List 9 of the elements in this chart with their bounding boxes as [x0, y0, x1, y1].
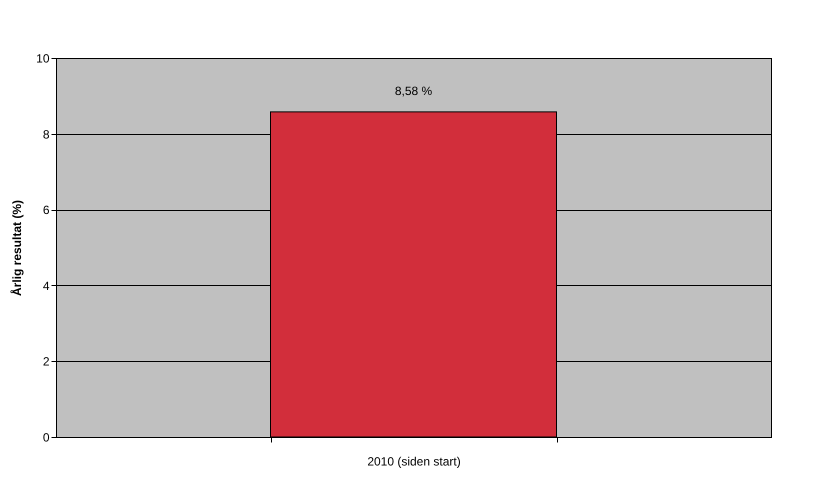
y-tick-label: 6 [42, 203, 50, 218]
y-tick-label: 0 [42, 430, 50, 444]
data-label: 8,58 % [394, 84, 433, 98]
y-tick-label: 10 [36, 52, 50, 66]
y-axis-title: Årlig resultat (%) [10, 200, 24, 296]
x-tick-label: 2010 (siden start) [367, 454, 461, 468]
y-tick-label: 4 [42, 278, 50, 293]
y-tick-label: 8 [42, 127, 50, 142]
y-tick-label: 2 [42, 354, 50, 369]
